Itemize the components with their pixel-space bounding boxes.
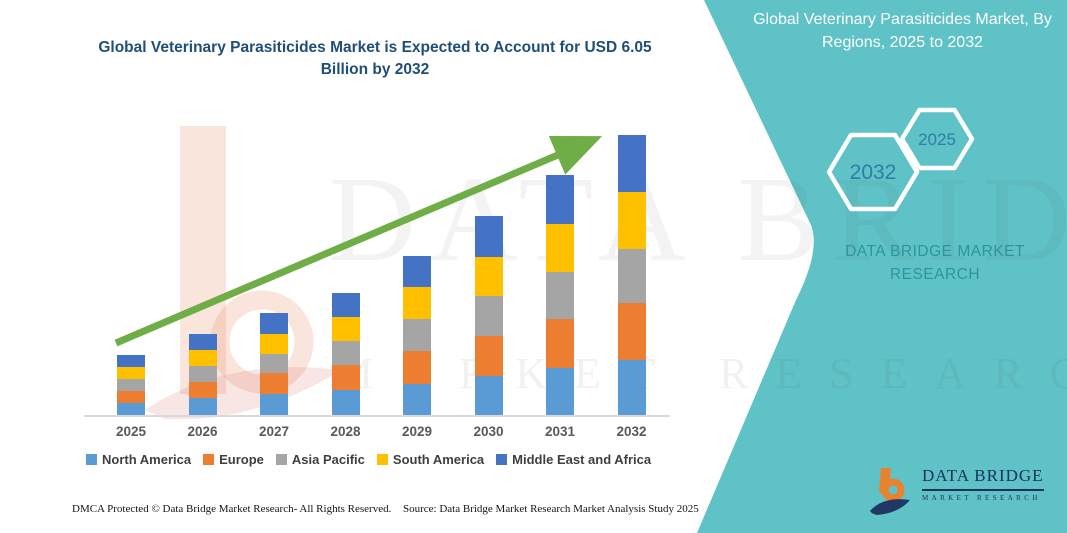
bar-segment-europe-2027 — [260, 373, 288, 395]
footer-source-text: Source: Data Bridge Market Research Mark… — [403, 503, 699, 515]
bar-segment-middle-east-and-africa-2025 — [117, 354, 145, 368]
legend-swatch-north-america — [86, 454, 97, 465]
legend-label-south-america: South America — [392, 452, 485, 467]
bar-segment-middle-east-and-africa-2029 — [403, 255, 431, 288]
legend-label-north-america: North America — [102, 452, 192, 467]
x-axis-line — [84, 415, 670, 417]
legend-swatch-asia-pacific — [275, 454, 287, 465]
logo-name: DATA BRIDGE — [922, 466, 1044, 491]
x-axis-label-2032: 2032 — [616, 424, 647, 439]
panel-title: Global Veterinary Parasiticides Market, … — [753, 11, 1052, 51]
databridge-logo-text: DATA BRIDGE MARKET RESEARCH — [922, 466, 1044, 502]
panel-brand-text: DATA BRIDGE MARKET RESEARCH — [845, 243, 1025, 283]
bar-segment-north-america-2032 — [617, 360, 646, 415]
legend-item-north-america: North America — [86, 452, 191, 467]
x-axis-label-2029: 2029 — [401, 424, 433, 439]
legend-swatch-south-america — [376, 454, 388, 465]
databridge-logo: DATA BRIDGE MARKET RESEARCH — [868, 466, 1044, 518]
hexagon-2032-label: 2032 — [850, 161, 897, 184]
legend-swatch-europe — [203, 454, 215, 465]
legend-item-middle-east-and-africa: Middle East and Africa — [496, 452, 651, 467]
x-axis-label-2031: 2031 — [544, 424, 576, 439]
bar-segment-asia-pacific-2029 — [403, 318, 431, 352]
bar-segment-europe-2032 — [617, 303, 646, 361]
bar-segment-south-america-2032 — [617, 192, 646, 249]
bar-segment-north-america-2031 — [546, 367, 574, 415]
bar-segment-north-america-2026 — [188, 398, 217, 415]
x-axis-label-2026: 2026 — [187, 424, 218, 439]
legend-item-asia-pacific: Asia Pacific — [275, 452, 365, 467]
bar-segment-middle-east-and-africa-2026 — [188, 334, 217, 351]
watermark-marketresearch-text: MARKET RESEARCH — [334, 349, 1067, 398]
hexagon-2025-label: 2025 — [918, 130, 956, 149]
bar-segment-south-america-2028 — [331, 316, 360, 342]
bar-segment-asia-pacific-2032 — [617, 248, 646, 304]
x-axis-label-2030: 2030 — [473, 424, 504, 439]
bar-segment-middle-east-and-africa-2027 — [260, 313, 288, 334]
legend-label-middle-east-and-africa: Middle East and Africa — [512, 452, 652, 467]
bar-segment-south-america-2027 — [260, 333, 288, 354]
bar-segment-north-america-2028 — [331, 390, 360, 415]
bar-segment-south-america-2025 — [117, 367, 145, 380]
bar-segment-europe-2031 — [546, 318, 574, 368]
legend-label-europe: Europe — [219, 452, 264, 467]
bar-segment-asia-pacific-2028 — [331, 341, 360, 366]
x-axis-label-2027: 2027 — [258, 424, 290, 439]
bar-segment-europe-2025 — [117, 390, 145, 403]
hexagon-2032 — [826, 132, 920, 212]
x-axis-label-2028: 2028 — [330, 424, 361, 439]
bar-segment-europe-2030 — [474, 335, 503, 377]
legend-label-asia-pacific: Asia Pacific — [291, 452, 365, 467]
bar-segment-asia-pacific-2031 — [546, 271, 574, 319]
legend-item-south-america: South America — [376, 452, 485, 467]
databridge-logo-icon — [870, 468, 910, 515]
bar-segment-north-america-2025 — [117, 402, 145, 415]
bar-segment-middle-east-and-africa-2031 — [546, 174, 574, 224]
chart-title: Global Veterinary Parasiticides Market i… — [98, 39, 652, 78]
bar-segment-north-america-2030 — [474, 376, 503, 415]
bar-segment-south-america-2030 — [474, 256, 503, 297]
logo-subtitle: MARKET RESEARCH — [922, 494, 1041, 502]
teal-side-panel — [697, 0, 1067, 533]
bar-segment-middle-east-and-africa-2030 — [474, 216, 503, 257]
legend-swatch-middle-east-and-africa — [496, 454, 508, 465]
bar-segment-north-america-2029 — [403, 383, 431, 415]
footer-dmca-text: DMCA Protected © Data Bridge Market Rese… — [72, 503, 392, 515]
bar-segment-asia-pacific-2026 — [188, 366, 217, 382]
bar-segment-europe-2026 — [188, 381, 217, 399]
bar-segment-south-america-2031 — [546, 223, 574, 272]
x-axis-label-2025: 2025 — [115, 424, 147, 439]
bar-segment-south-america-2029 — [403, 287, 431, 319]
chart-legend: North America Europe Asia Pacific South Ame… — [86, 452, 651, 467]
bar-segment-south-america-2026 — [188, 350, 217, 367]
bar-segment-asia-pacific-2025 — [117, 379, 145, 391]
year-hexagons: 2032 2025 — [826, 107, 975, 212]
bar-segment-north-america-2027 — [260, 394, 288, 415]
bar-segment-middle-east-and-africa-2032 — [617, 135, 646, 193]
hexagon-2025 — [899, 107, 975, 171]
bar-segment-asia-pacific-2027 — [260, 354, 288, 374]
legend-item-europe: Europe — [203, 452, 264, 467]
bar-segment-asia-pacific-2030 — [474, 296, 503, 336]
bar-segment-europe-2028 — [331, 365, 360, 391]
bar-segment-europe-2029 — [403, 351, 431, 384]
bar-segment-middle-east-and-africa-2028 — [331, 292, 360, 317]
